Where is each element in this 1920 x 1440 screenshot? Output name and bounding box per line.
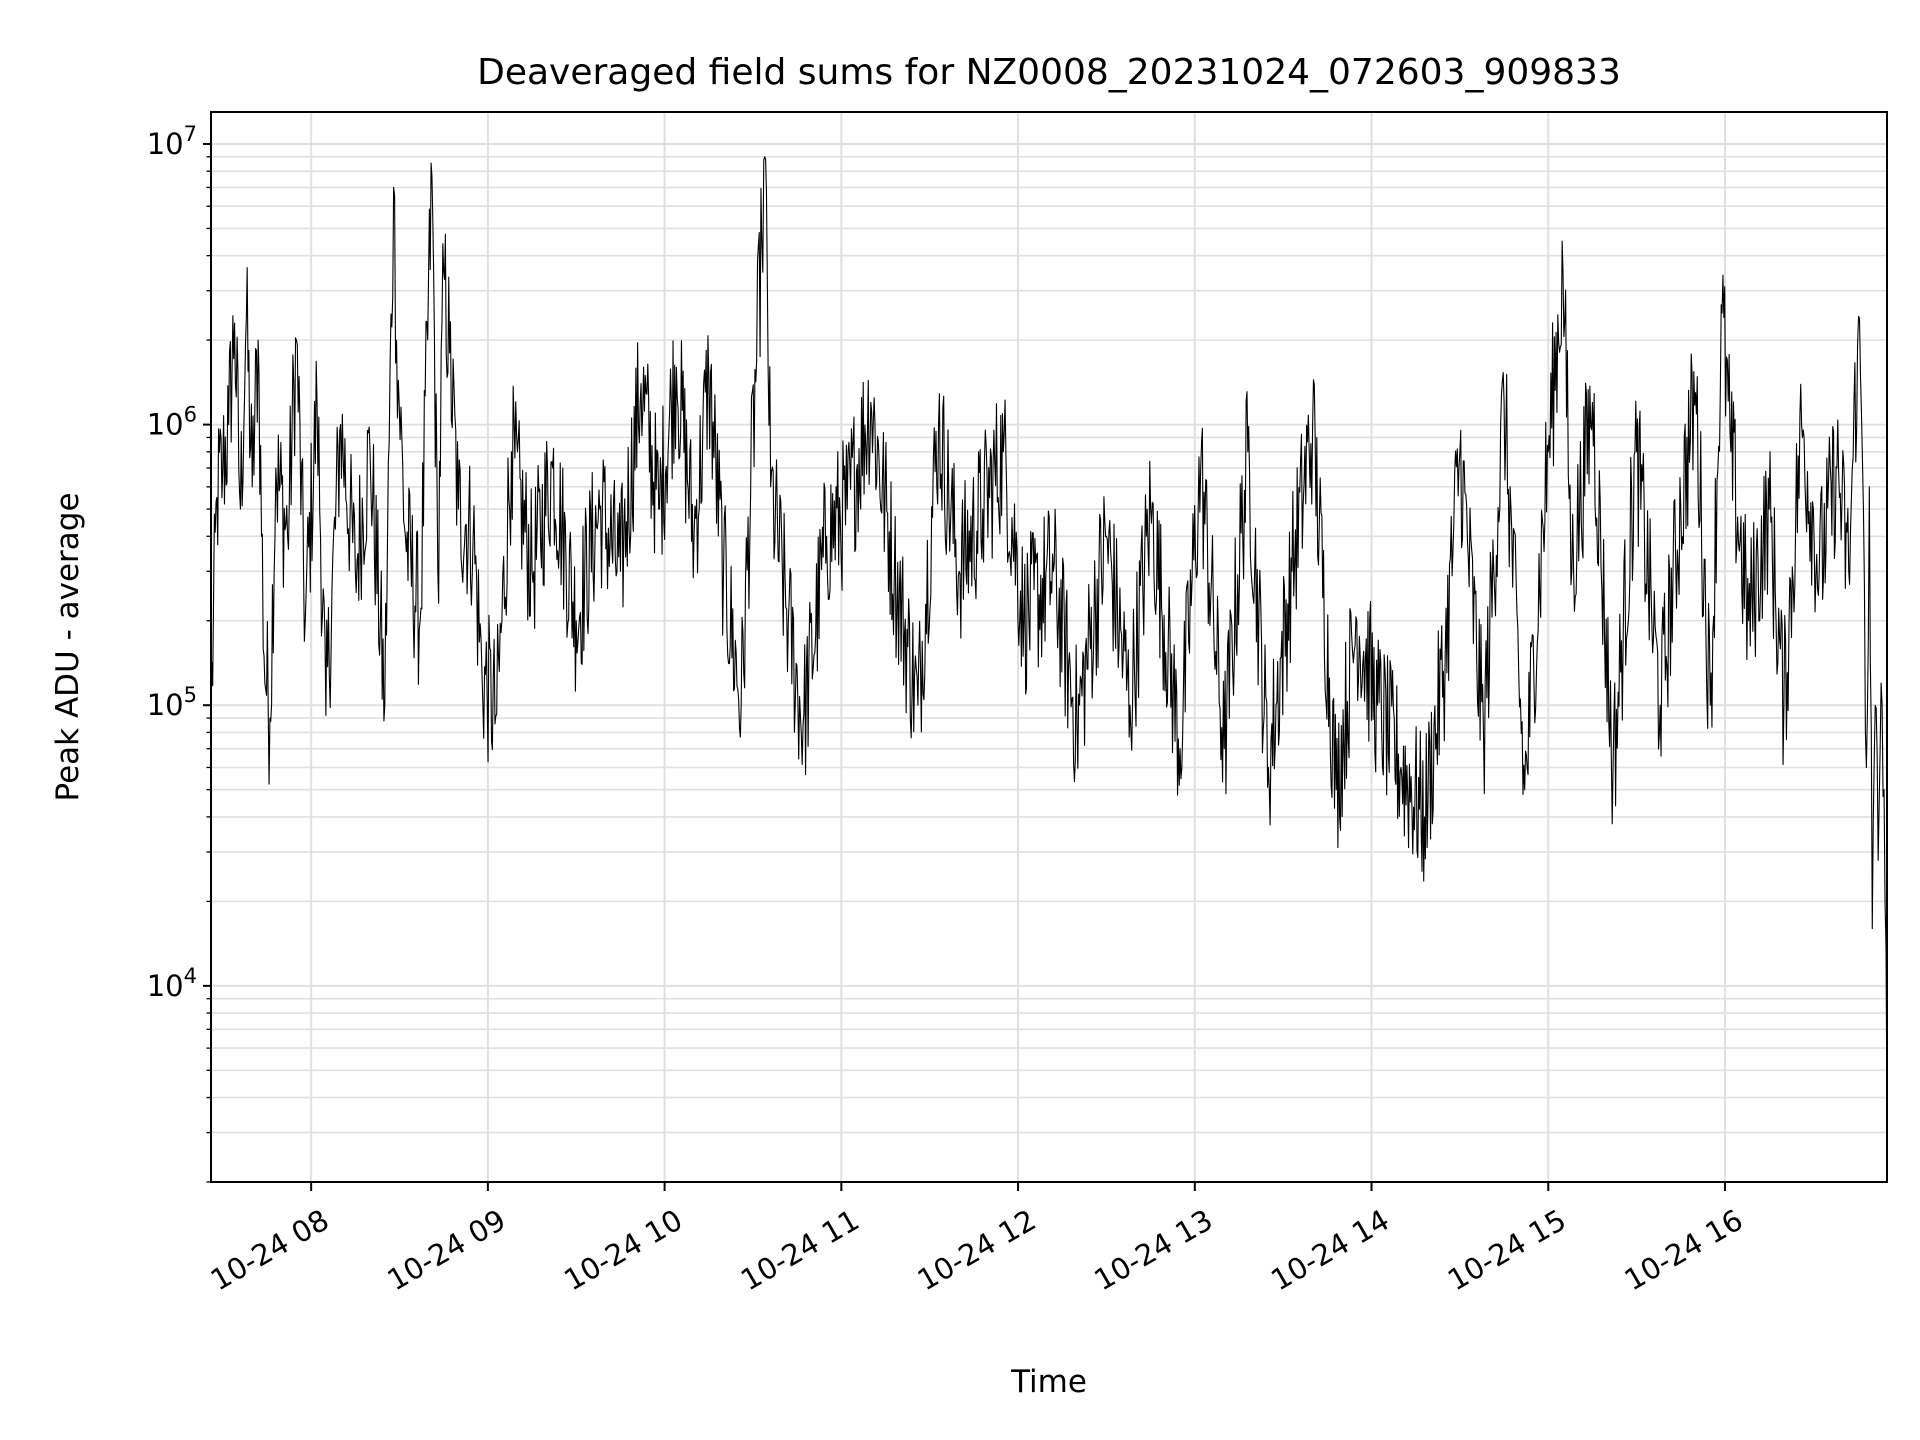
x-axis-label: Time: [1010, 1364, 1087, 1400]
y-tick-label: 104: [147, 964, 197, 1003]
grid-layer: [211, 112, 1887, 1183]
series-line: [210, 156, 1888, 1121]
y-tick-label: 105: [147, 683, 197, 722]
chart-title: Deaveraged field sums for NZ0008_2023102…: [477, 52, 1621, 93]
y-tick-label: 106: [147, 403, 197, 442]
plot-frame: [210, 111, 1888, 1183]
y-axis-ticks: 104 105 106 107: [147, 122, 211, 1183]
y-axis-label: Peak ADU - average: [50, 492, 86, 801]
y-tick-label: 107: [147, 122, 197, 161]
series-layer: [210, 156, 1888, 1121]
